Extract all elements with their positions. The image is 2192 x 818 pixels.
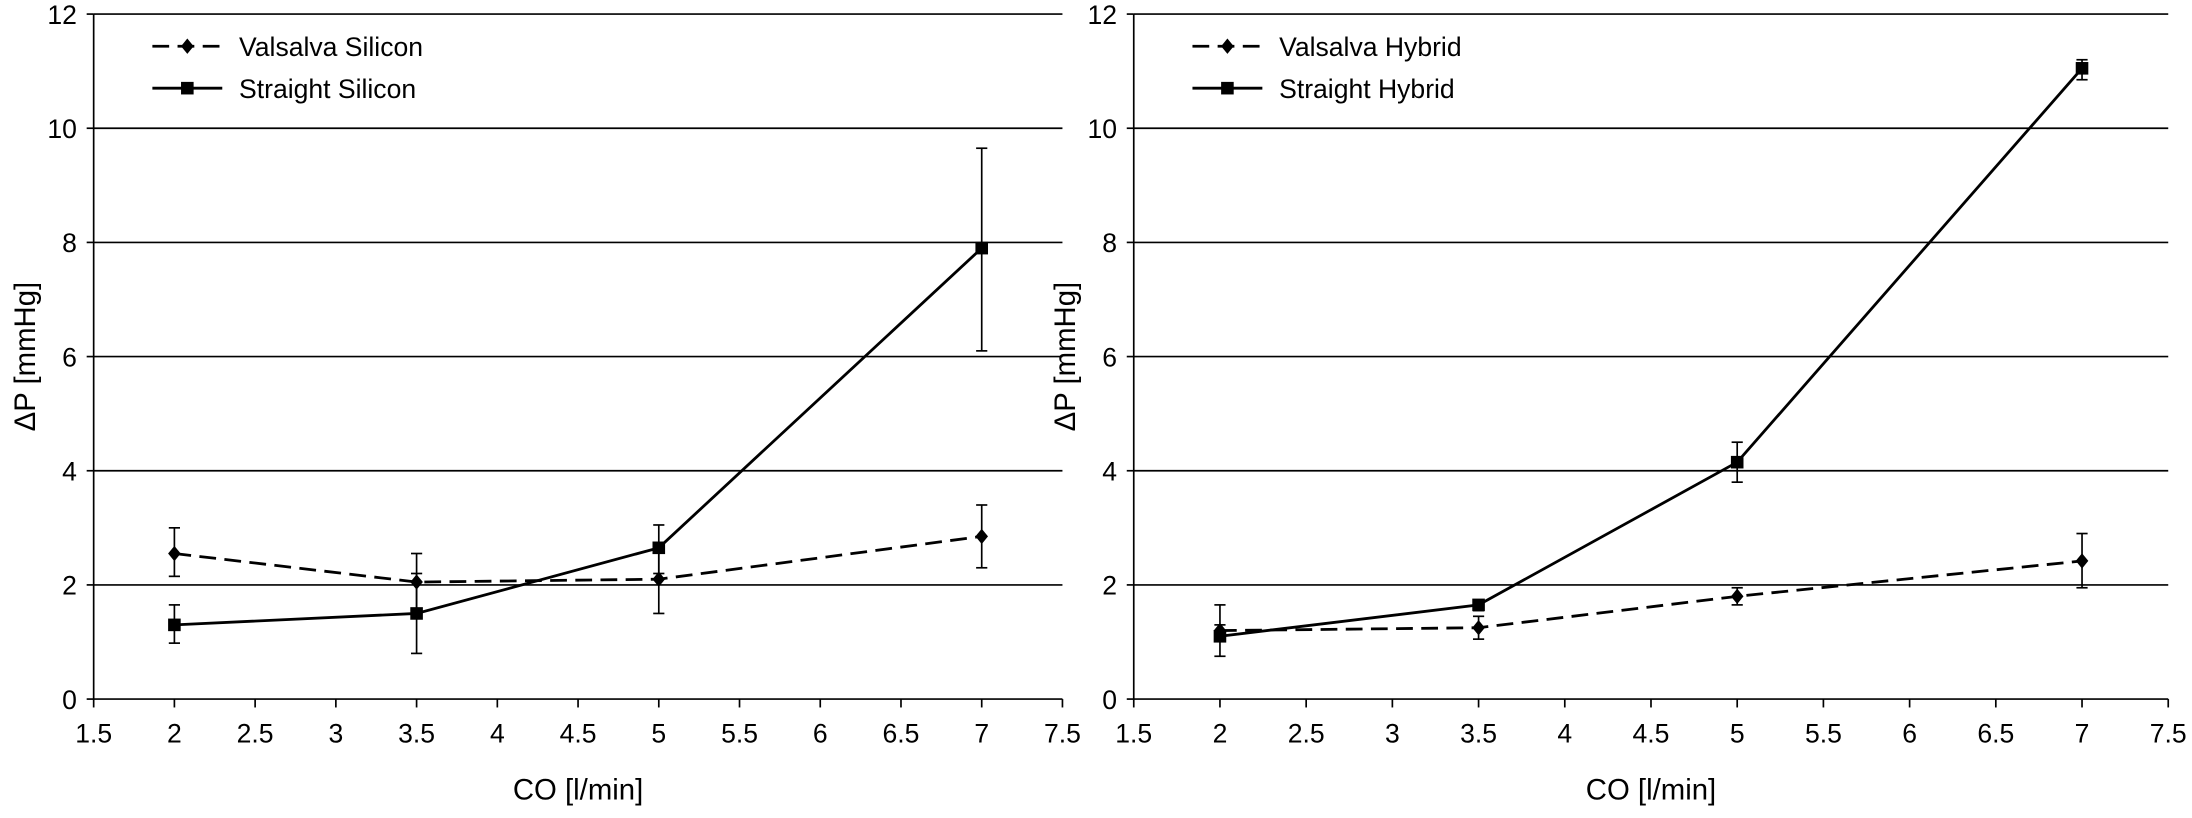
- y-tick-label: 12: [47, 0, 77, 30]
- data-point: [1730, 588, 1744, 605]
- x-tick-label: 2: [167, 718, 182, 748]
- x-tick-label: 3.5: [1460, 718, 1497, 748]
- legend-entry: Valsalva Hybrid: [1192, 32, 1462, 62]
- y-tick-label: 2: [1102, 571, 1117, 601]
- legend-marker: [181, 81, 194, 95]
- x-tick-label: 2.5: [237, 718, 274, 748]
- y-tick-label: 6: [62, 342, 77, 372]
- chart-2: 0 2 4 6 8 10 12 1.5 2 2.5 3 3.5 4 4.5 5 5.5 6 6.5 7 7.5 CO […: [1049, 0, 2187, 807]
- data-point: [2075, 553, 2089, 569]
- data-point: [168, 545, 181, 562]
- series-valsalva-silicon: [168, 504, 989, 615]
- y-tick-label: 10: [47, 114, 77, 144]
- data-point: [975, 528, 989, 545]
- legend-entry: Straight Silicon: [152, 74, 416, 104]
- legend-label: Straight Silicon: [239, 74, 416, 104]
- x-tick-label: 6.5: [883, 718, 920, 748]
- x-tick-label: 1.5: [75, 718, 112, 748]
- data-point: [168, 618, 181, 632]
- y-tick-label: 4: [62, 457, 77, 487]
- legend-entry: Valsalva Silicon: [152, 32, 423, 62]
- legend-marker: [1221, 38, 1234, 54]
- y-tick-label: 8: [62, 228, 77, 258]
- x-axis-label: CO [l/min]: [513, 774, 643, 807]
- data-point: [1730, 455, 1744, 469]
- series-valsalva-hybrid: [1213, 532, 2089, 640]
- x-tick-label: 6: [813, 718, 828, 748]
- series-line: [1219, 67, 2084, 638]
- x-tick-label: 5: [1730, 718, 1745, 748]
- x-tick-label: 5: [651, 718, 666, 748]
- data-point: [2075, 62, 2089, 75]
- series-straight-silicon: [168, 147, 989, 655]
- x-tick-label: 5.5: [721, 718, 758, 748]
- x-tick-label: 7: [974, 718, 989, 748]
- data-point: [1213, 629, 1227, 643]
- series-line: [174, 247, 983, 627]
- data-point: [652, 541, 666, 555]
- series-line: [174, 535, 982, 584]
- x-tick-label: 3.5: [398, 718, 435, 748]
- x-tick-label: 4: [490, 718, 505, 748]
- y-tick-label: 6: [1102, 342, 1117, 372]
- x-tick-label: 4.5: [1633, 718, 1670, 748]
- chart-1: 0 2 4 6 8 10 12 1.5 2 2.5 3 3.5 4 4.5 5 5.5 6 6.5 7 7.5 CO […: [9, 0, 1081, 807]
- legend-label: Straight Hybrid: [1279, 74, 1455, 104]
- y-tick-label: 10: [1087, 114, 1117, 144]
- x-tick-label: 6: [1902, 718, 1917, 748]
- x-tick-label: 2.5: [1288, 718, 1325, 748]
- legend-marker: [181, 38, 194, 54]
- y-tick-label: 2: [62, 571, 77, 601]
- x-tick-label: 1.5: [1115, 718, 1152, 748]
- series-straight-hybrid: [1213, 58, 2089, 658]
- y-tick-label: 0: [62, 685, 77, 715]
- x-tick-label: 4: [1557, 718, 1572, 748]
- x-tick-label: 4.5: [560, 718, 597, 748]
- x-tick-label: 7.5: [2150, 718, 2187, 748]
- x-tick-label: 5.5: [1805, 718, 1842, 748]
- x-tick-label: 3: [1385, 718, 1400, 748]
- x-tick-label: 7: [2075, 718, 2090, 748]
- data-point: [1472, 598, 1485, 612]
- y-axis-label: ΔP [mmHg]: [1049, 282, 1082, 431]
- x-tick-label: 2: [1213, 718, 1228, 748]
- data-point: [975, 241, 989, 255]
- data-point: [1472, 620, 1485, 636]
- x-tick-label: 3: [328, 718, 343, 748]
- x-axis-label: CO [l/min]: [1586, 774, 1716, 807]
- y-tick-label: 4: [1102, 457, 1117, 487]
- y-tick-label: 12: [1087, 0, 1117, 30]
- series-line: [1219, 559, 2083, 632]
- x-tick-label: 7.5: [1044, 718, 1081, 748]
- y-tick-label: 0: [1102, 685, 1117, 715]
- legend-label: Valsalva Silicon: [239, 32, 423, 62]
- legend-marker: [1221, 81, 1234, 95]
- legend-label: Valsalva Hybrid: [1279, 32, 1461, 62]
- x-tick-label: 6.5: [1977, 718, 2014, 748]
- data-point: [410, 607, 423, 620]
- legend-entry: Straight Hybrid: [1192, 74, 1455, 104]
- y-tick-label: 8: [1102, 228, 1117, 258]
- y-axis-label: ΔP [mmHg]: [9, 282, 42, 431]
